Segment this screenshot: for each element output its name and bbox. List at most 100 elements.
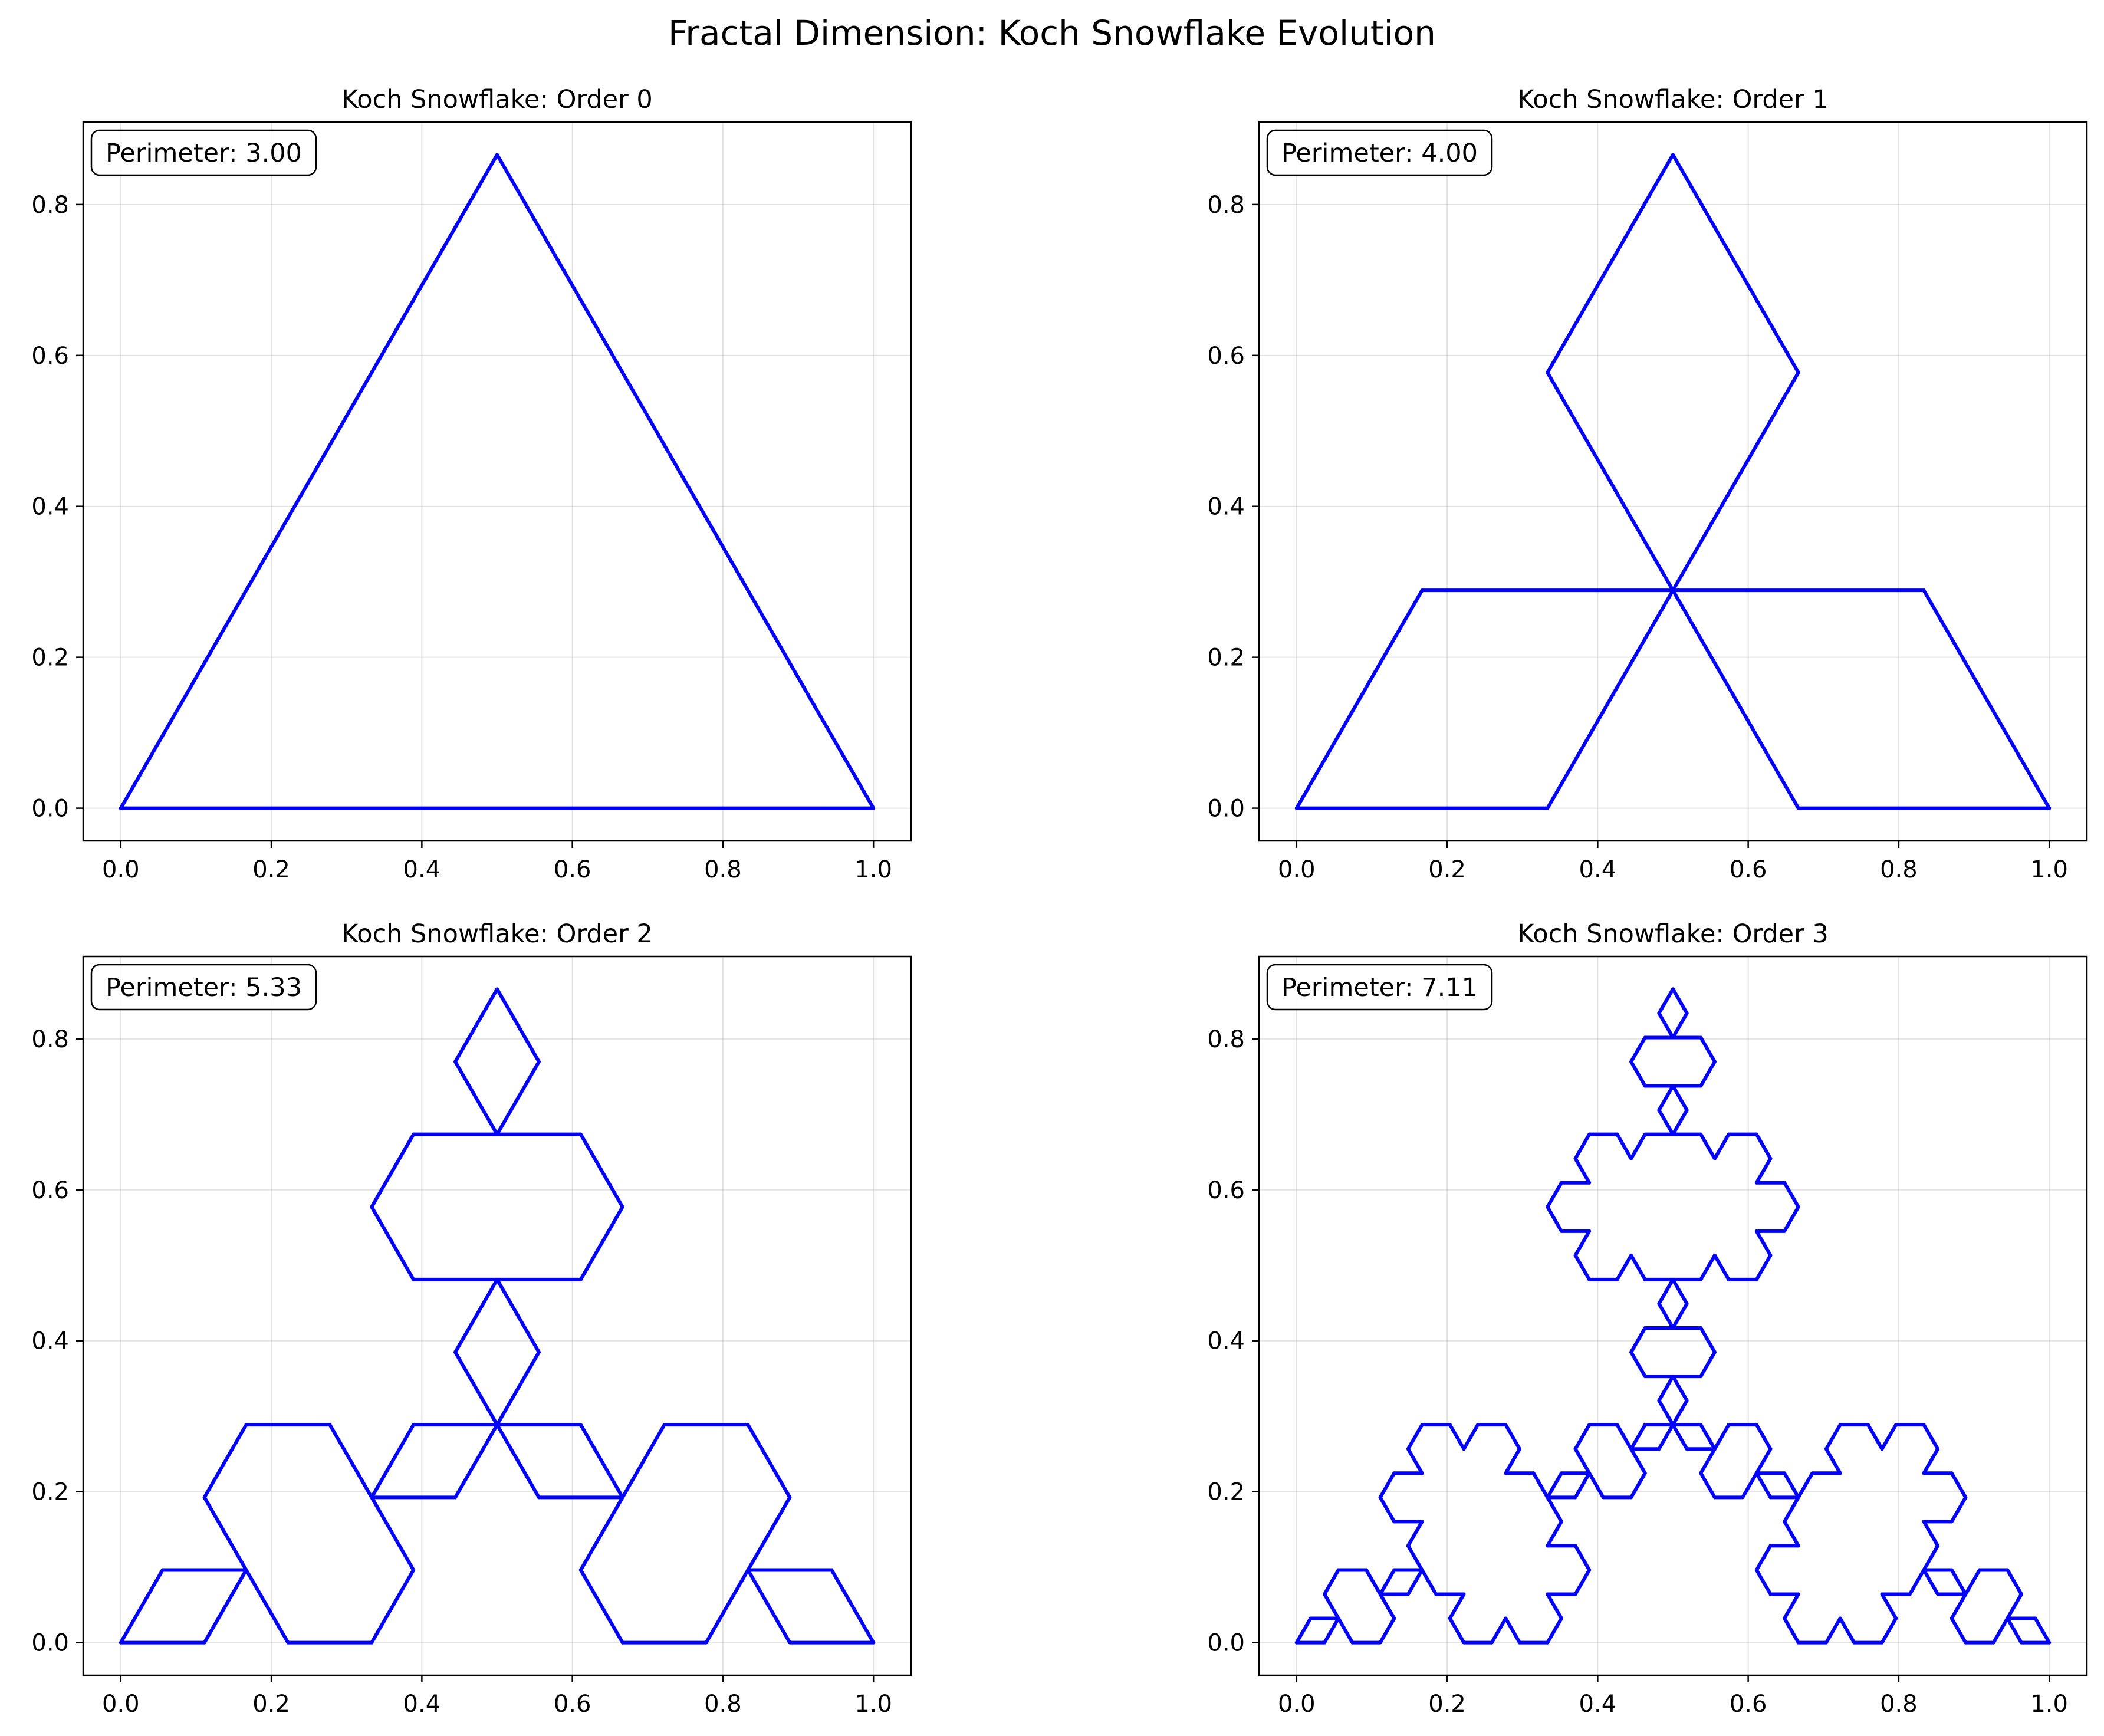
koch-segment <box>830 1568 876 1645</box>
koch-segment <box>1671 987 1689 1015</box>
koch-segment <box>1783 1520 1800 1548</box>
x-tick-label: 0.6 <box>554 856 591 883</box>
koch-segment <box>1712 1423 1731 1451</box>
koch-segment <box>1629 1253 1647 1281</box>
koch-segment <box>1838 1616 1856 1645</box>
subplot-title: Koch Snowflake: Order 3 <box>1517 919 1829 949</box>
koch-segment <box>1671 1011 1689 1040</box>
koch-segment <box>495 1277 541 1354</box>
y-tick-label: 0.0 <box>31 1630 69 1657</box>
y-tick-label: 0.8 <box>1207 192 1245 219</box>
koch-segment <box>1448 1616 1466 1645</box>
koch-segment <box>1657 1108 1675 1136</box>
koch-segment <box>202 1495 248 1572</box>
koch-segment <box>1546 1181 1563 1209</box>
figure-title: Fractal Dimension: Koch Snowflake Evolut… <box>668 13 1436 53</box>
axes-frame <box>82 121 912 842</box>
koch-segment <box>746 1568 792 1645</box>
koch-segment <box>1880 1592 1898 1620</box>
y-tick-label: 0.6 <box>1207 343 1245 370</box>
koch-segment <box>1629 1471 1647 1500</box>
koch-segment <box>1629 1447 1647 1475</box>
koch-segment <box>1712 1253 1731 1281</box>
koch-segment <box>1378 1471 1396 1500</box>
x-tick-label: 0.0 <box>102 1691 140 1718</box>
koch-segment <box>1754 1253 1773 1281</box>
koch-segment <box>2006 1592 2023 1620</box>
koch-segment <box>1615 1132 1633 1160</box>
koch-segment <box>453 1350 499 1427</box>
koch-segment <box>1323 1568 1340 1596</box>
koch-segment <box>704 1568 750 1645</box>
koch-segment <box>1629 1326 1647 1354</box>
koch-segment <box>1420 1568 1438 1596</box>
koch-segment <box>1699 1326 1717 1354</box>
y-tick-label: 0.4 <box>1207 1328 1245 1355</box>
koch-segment <box>1406 1520 1424 1548</box>
x-tick-label: 0.8 <box>704 856 742 883</box>
koch-segment <box>495 1060 541 1136</box>
koch-segment <box>1699 1132 1717 1160</box>
y-tick-label: 0.6 <box>31 343 69 370</box>
y-tick-label: 0.6 <box>31 1177 69 1204</box>
koch-segment <box>1365 1568 1382 1596</box>
koch-segment <box>202 1568 248 1645</box>
koch-segment <box>1950 1616 1968 1645</box>
koch-segment <box>1699 1060 1717 1088</box>
koch-segment <box>495 153 876 810</box>
koch-segment <box>1671 1108 1689 1136</box>
koch-segment <box>1950 1471 1968 1500</box>
koch-segment <box>1573 1156 1592 1185</box>
koch-segment <box>1796 1471 1814 1500</box>
y-tick-label: 0.4 <box>31 494 69 521</box>
koch-segment <box>1378 1495 1396 1524</box>
koch-segment <box>1629 1423 1647 1451</box>
koch-segment <box>578 1132 624 1209</box>
x-tick-label: 0.8 <box>704 1691 742 1718</box>
koch-segment <box>1657 1011 1675 1040</box>
koch-segment <box>1950 1592 1968 1620</box>
koch-segment <box>495 1350 541 1427</box>
koch-segment <box>1824 1616 1842 1645</box>
koch-segment <box>1671 1301 1689 1330</box>
x-tick-label: 0.6 <box>1730 856 1767 883</box>
koch-segment <box>495 1423 541 1500</box>
perimeter-label: Perimeter: 5.33 <box>106 973 302 1002</box>
koch-segment <box>1629 1350 1647 1379</box>
x-tick-label: 0.4 <box>403 1691 441 1718</box>
koch-segment <box>1406 1568 1424 1596</box>
koch-segment <box>578 1205 624 1281</box>
koch-segment <box>1657 1277 1675 1306</box>
y-tick-label: 0.2 <box>1207 645 1245 672</box>
koch-segment <box>1504 1447 1521 1475</box>
koch-segment <box>119 1568 165 1645</box>
koch-segment <box>1922 1568 1940 1596</box>
x-tick-label: 0.8 <box>1880 1691 1918 1718</box>
y-tick-label: 0.8 <box>31 1026 69 1053</box>
koch-segment <box>1754 1132 1773 1160</box>
koch-segment <box>1629 1132 1647 1160</box>
koch-segment <box>328 1423 374 1500</box>
koch-segment <box>1824 1423 1842 1451</box>
koch-segment <box>370 1568 416 1645</box>
x-tick-label: 0.0 <box>102 856 140 883</box>
y-tick-label: 0.2 <box>31 1479 69 1506</box>
axes-frame <box>1258 121 2088 842</box>
x-tick-label: 0.6 <box>1730 1691 1767 1718</box>
koch-segment <box>1671 1399 1689 1427</box>
koch-segment <box>1783 1181 1800 1209</box>
koch-segment <box>1573 1423 1592 1451</box>
y-tick-label: 0.0 <box>31 795 69 823</box>
y-tick-label: 0.2 <box>1207 1479 1245 1506</box>
koch-segment <box>1378 1616 1396 1645</box>
annotation-box <box>1266 964 1493 1011</box>
koch-segment <box>1546 1495 1563 1524</box>
annotation-box <box>90 964 317 1011</box>
koch-segment <box>2006 1616 2023 1645</box>
koch-segment <box>1504 1423 1521 1451</box>
koch-segment <box>1546 1592 1563 1620</box>
koch-segment <box>1546 1520 1563 1548</box>
koch-segment <box>1699 1423 1717 1451</box>
koch-segment <box>1754 1471 1773 1500</box>
x-tick-label: 0.2 <box>1428 856 1466 883</box>
